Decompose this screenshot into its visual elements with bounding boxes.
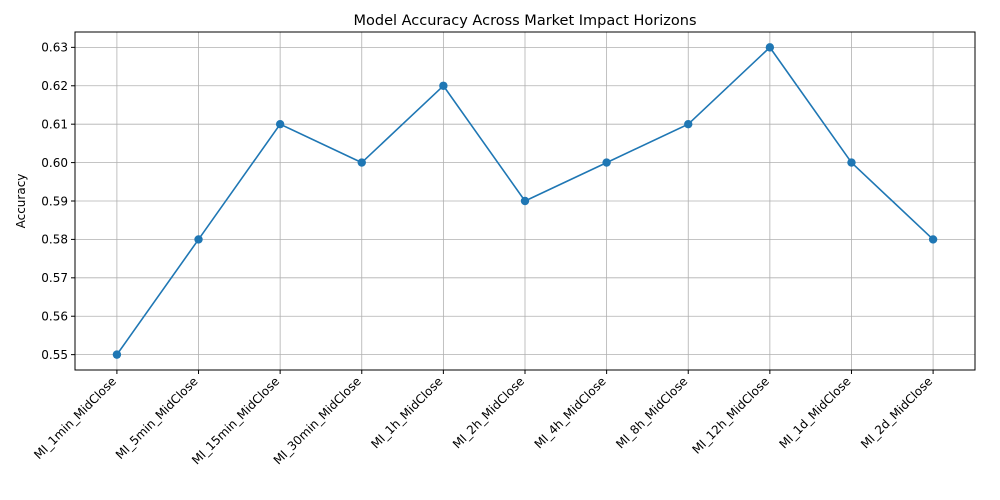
data-point bbox=[847, 158, 856, 167]
series-layer bbox=[112, 43, 938, 359]
y-tick-label: 0.61 bbox=[41, 117, 68, 131]
y-tick-label: 0.62 bbox=[41, 79, 68, 93]
data-point bbox=[684, 119, 693, 129]
y-axis-label: Accuracy bbox=[14, 174, 28, 229]
y-tick-label: 0.58 bbox=[41, 233, 68, 247]
data-point bbox=[357, 158, 366, 167]
data-point bbox=[928, 235, 938, 244]
y-axis-ticks: 0.55 0.56 0.57 0.58 0.59 0.60 0.61 0.62 0.63 bbox=[41, 41, 75, 362]
y-tick-label: 0.60 bbox=[41, 156, 68, 170]
y-tick-label: 0.59 bbox=[41, 194, 68, 208]
y-tick-label: 0.56 bbox=[41, 310, 68, 324]
y-tick-label: 0.57 bbox=[41, 271, 68, 285]
y-tick-label: 0.55 bbox=[41, 348, 68, 362]
chart-title: Model Accuracy Across Market Impact Hori… bbox=[353, 13, 696, 29]
data-point bbox=[765, 43, 775, 52]
data-point bbox=[439, 81, 448, 90]
data-point bbox=[275, 119, 285, 129]
data-point bbox=[520, 196, 530, 206]
y-tick-label: 0.63 bbox=[41, 41, 68, 55]
data-point bbox=[194, 235, 203, 244]
data-point bbox=[602, 158, 611, 167]
data-point bbox=[112, 350, 122, 359]
